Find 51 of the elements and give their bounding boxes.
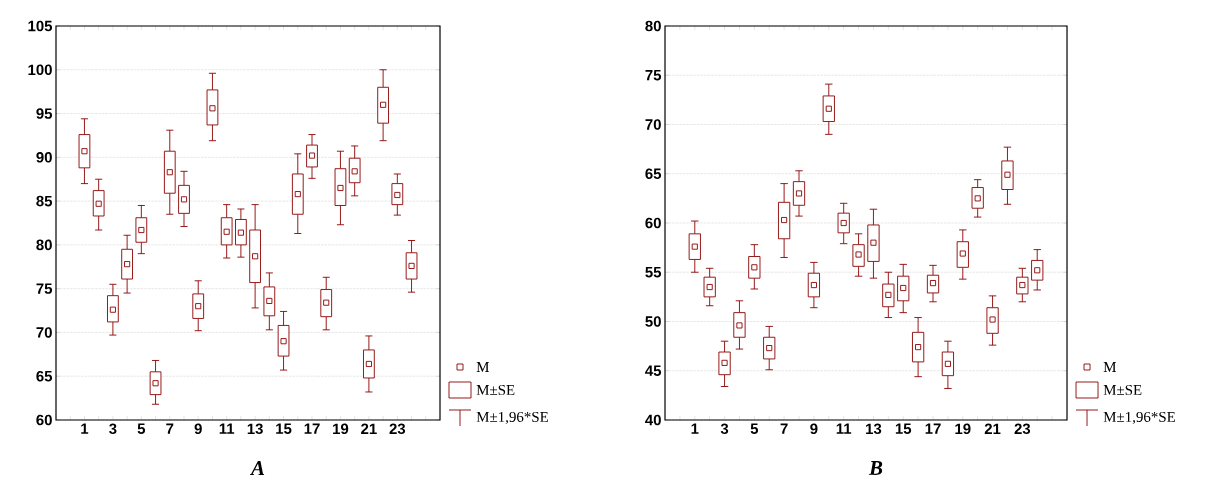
y-tick-label: 75 (645, 70, 662, 81)
y-tick-label: 50 (645, 316, 661, 327)
x-tick-label: 3 (109, 423, 117, 435)
x-tick-label: 1 (81, 423, 89, 434)
x-tick-label: 9 (810, 423, 818, 435)
x-tick-label: 5 (750, 423, 759, 434)
x-tick-label: 13 (866, 423, 882, 435)
x-tick-label: 17 (304, 423, 320, 434)
text: M±SE (476, 384, 515, 396)
y-tick-label: 70 (645, 119, 661, 130)
y-tick-label: 95 (36, 108, 53, 119)
y-tick-label: 55 (645, 267, 662, 278)
x-tick-label: 19 (955, 423, 971, 435)
text: M±1,96*SE (1103, 411, 1176, 425)
x-tick-label: 3 (720, 423, 729, 435)
x-tick-label: 21 (361, 423, 377, 434)
x-tick-label: 11 (836, 423, 852, 434)
x-tick-label: 13 (247, 423, 263, 435)
x-tick-label: 17 (925, 423, 941, 434)
y-tick-label: 80 (645, 20, 661, 32)
x-tick-label: 1 (691, 423, 699, 434)
y-tick-label: 65 (36, 370, 53, 382)
y-tick-label: 65 (645, 168, 662, 180)
x-tick-label: 15 (895, 423, 912, 434)
x-tick-label: 7 (166, 423, 174, 434)
text: A (249, 461, 265, 475)
y-tick-label: 90 (36, 152, 52, 163)
y-tick-label: 85 (36, 195, 53, 207)
y-tick-label: 60 (36, 414, 52, 426)
y-tick-label: 100 (28, 64, 52, 76)
text: M (476, 362, 490, 372)
y-tick-label: 80 (36, 239, 52, 251)
y-tick-label: 75 (36, 283, 53, 294)
text: M±SE (1103, 384, 1142, 396)
y-tick-label: 105 (28, 20, 53, 32)
x-tick-label: 15 (276, 423, 292, 434)
text: M±1,96*SE (476, 411, 548, 425)
x-tick-label: 5 (137, 423, 146, 434)
y-tick-label: 60 (645, 217, 661, 229)
x-tick-label: 23 (389, 423, 406, 435)
x-tick-label: 23 (1014, 423, 1031, 435)
x-tick-label: 7 (780, 423, 788, 434)
y-tick-label: 45 (645, 365, 662, 376)
text: M (1103, 362, 1117, 372)
x-tick-label: 11 (219, 423, 235, 434)
x-tick-label: 19 (333, 423, 349, 435)
y-tick-label: 40 (645, 414, 661, 426)
x-tick-label: 21 (984, 423, 1001, 434)
x-tick-label: 9 (194, 423, 202, 435)
y-tick-label: 70 (36, 327, 52, 338)
text: B (868, 461, 883, 475)
